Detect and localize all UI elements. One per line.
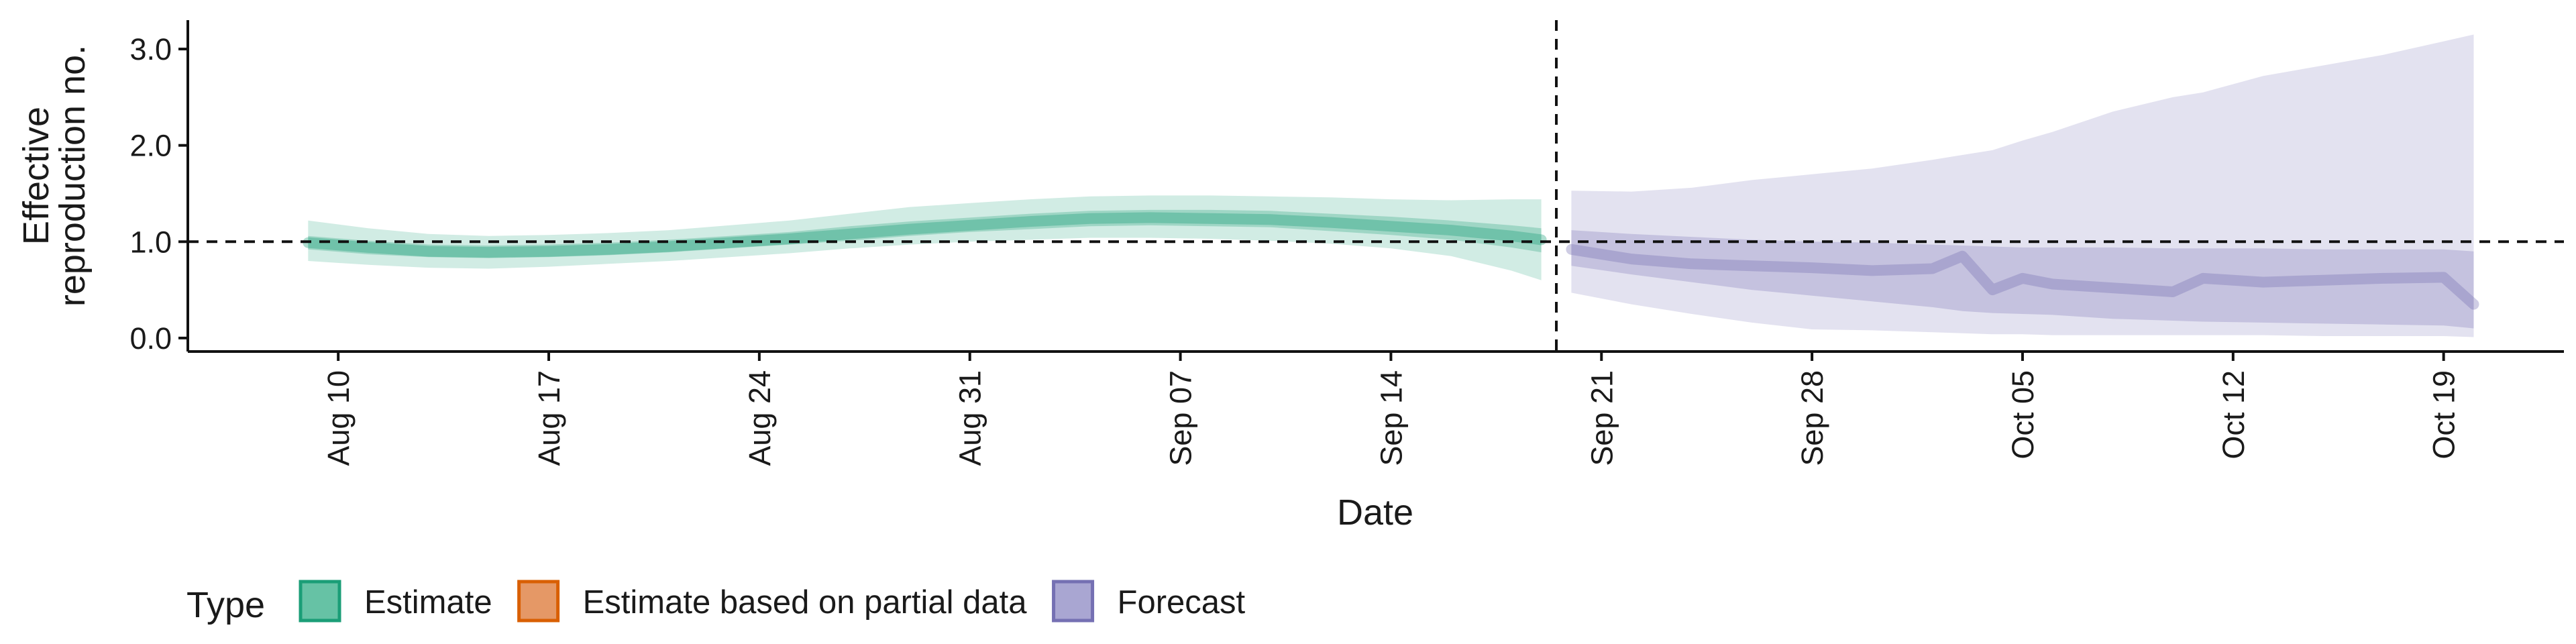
x-tick-label: Aug 24 bbox=[743, 370, 777, 466]
x-tick-label: Oct 12 bbox=[2216, 370, 2251, 460]
forecast-median-line bbox=[1566, 244, 2479, 310]
axis-labels: Date Effective reproduction no. bbox=[16, 45, 1413, 533]
legend-swatch-estimate bbox=[299, 580, 341, 623]
x-tick-label: Sep 07 bbox=[1164, 370, 1198, 466]
y-axis-title-line-1: Effective bbox=[16, 107, 56, 245]
x-tick-label: Aug 31 bbox=[953, 370, 987, 466]
estimate-band-90 bbox=[308, 195, 1542, 280]
x-axis-title: Date bbox=[1337, 492, 1413, 533]
interval-bands bbox=[303, 34, 2479, 337]
estimate-band-50 bbox=[308, 209, 1542, 258]
estimate-median-line bbox=[303, 212, 1547, 258]
x-tick-label: Aug 10 bbox=[321, 370, 356, 466]
y-tick-label: 2.0 bbox=[129, 129, 172, 163]
y-axis-title-line-2: reproduction no. bbox=[52, 45, 93, 307]
legend-swatch-forecast bbox=[1052, 580, 1095, 623]
y-tick-label: 1.0 bbox=[129, 225, 172, 259]
x-tick-label: Aug 17 bbox=[532, 370, 566, 466]
legend-label-forecast: Forecast bbox=[1118, 584, 1246, 621]
legend-title: Type bbox=[186, 585, 265, 625]
forecast-band-50 bbox=[1571, 230, 2474, 329]
forecast-band-90 bbox=[1571, 34, 2474, 337]
y-tick-label: 3.0 bbox=[129, 32, 172, 66]
x-tick-label: Oct 05 bbox=[2006, 370, 2040, 460]
legend: Type Estimate Estimate based on partial d… bbox=[186, 580, 1246, 625]
x-tick-label: Sep 14 bbox=[1374, 370, 1408, 466]
legend-label-estimate-based-on-partial-data: Estimate based on partial data bbox=[583, 584, 1028, 621]
legend-swatch-estimate-based-on-partial-data bbox=[517, 580, 560, 623]
y-tick-label: 0.0 bbox=[129, 321, 172, 356]
reference-lines bbox=[188, 20, 2564, 352]
x-tick-label: Sep 21 bbox=[1585, 370, 1619, 466]
x-tick-label: Oct 19 bbox=[2427, 370, 2461, 460]
legend-label-estimate: Estimate bbox=[364, 584, 492, 621]
x-tick-label: Sep 28 bbox=[1795, 370, 1829, 466]
axes: 0.0 1.0 2.0 3.0 Aug 10 Aug 17 Aug 24 Aug 31 Sep … bbox=[129, 20, 2564, 466]
